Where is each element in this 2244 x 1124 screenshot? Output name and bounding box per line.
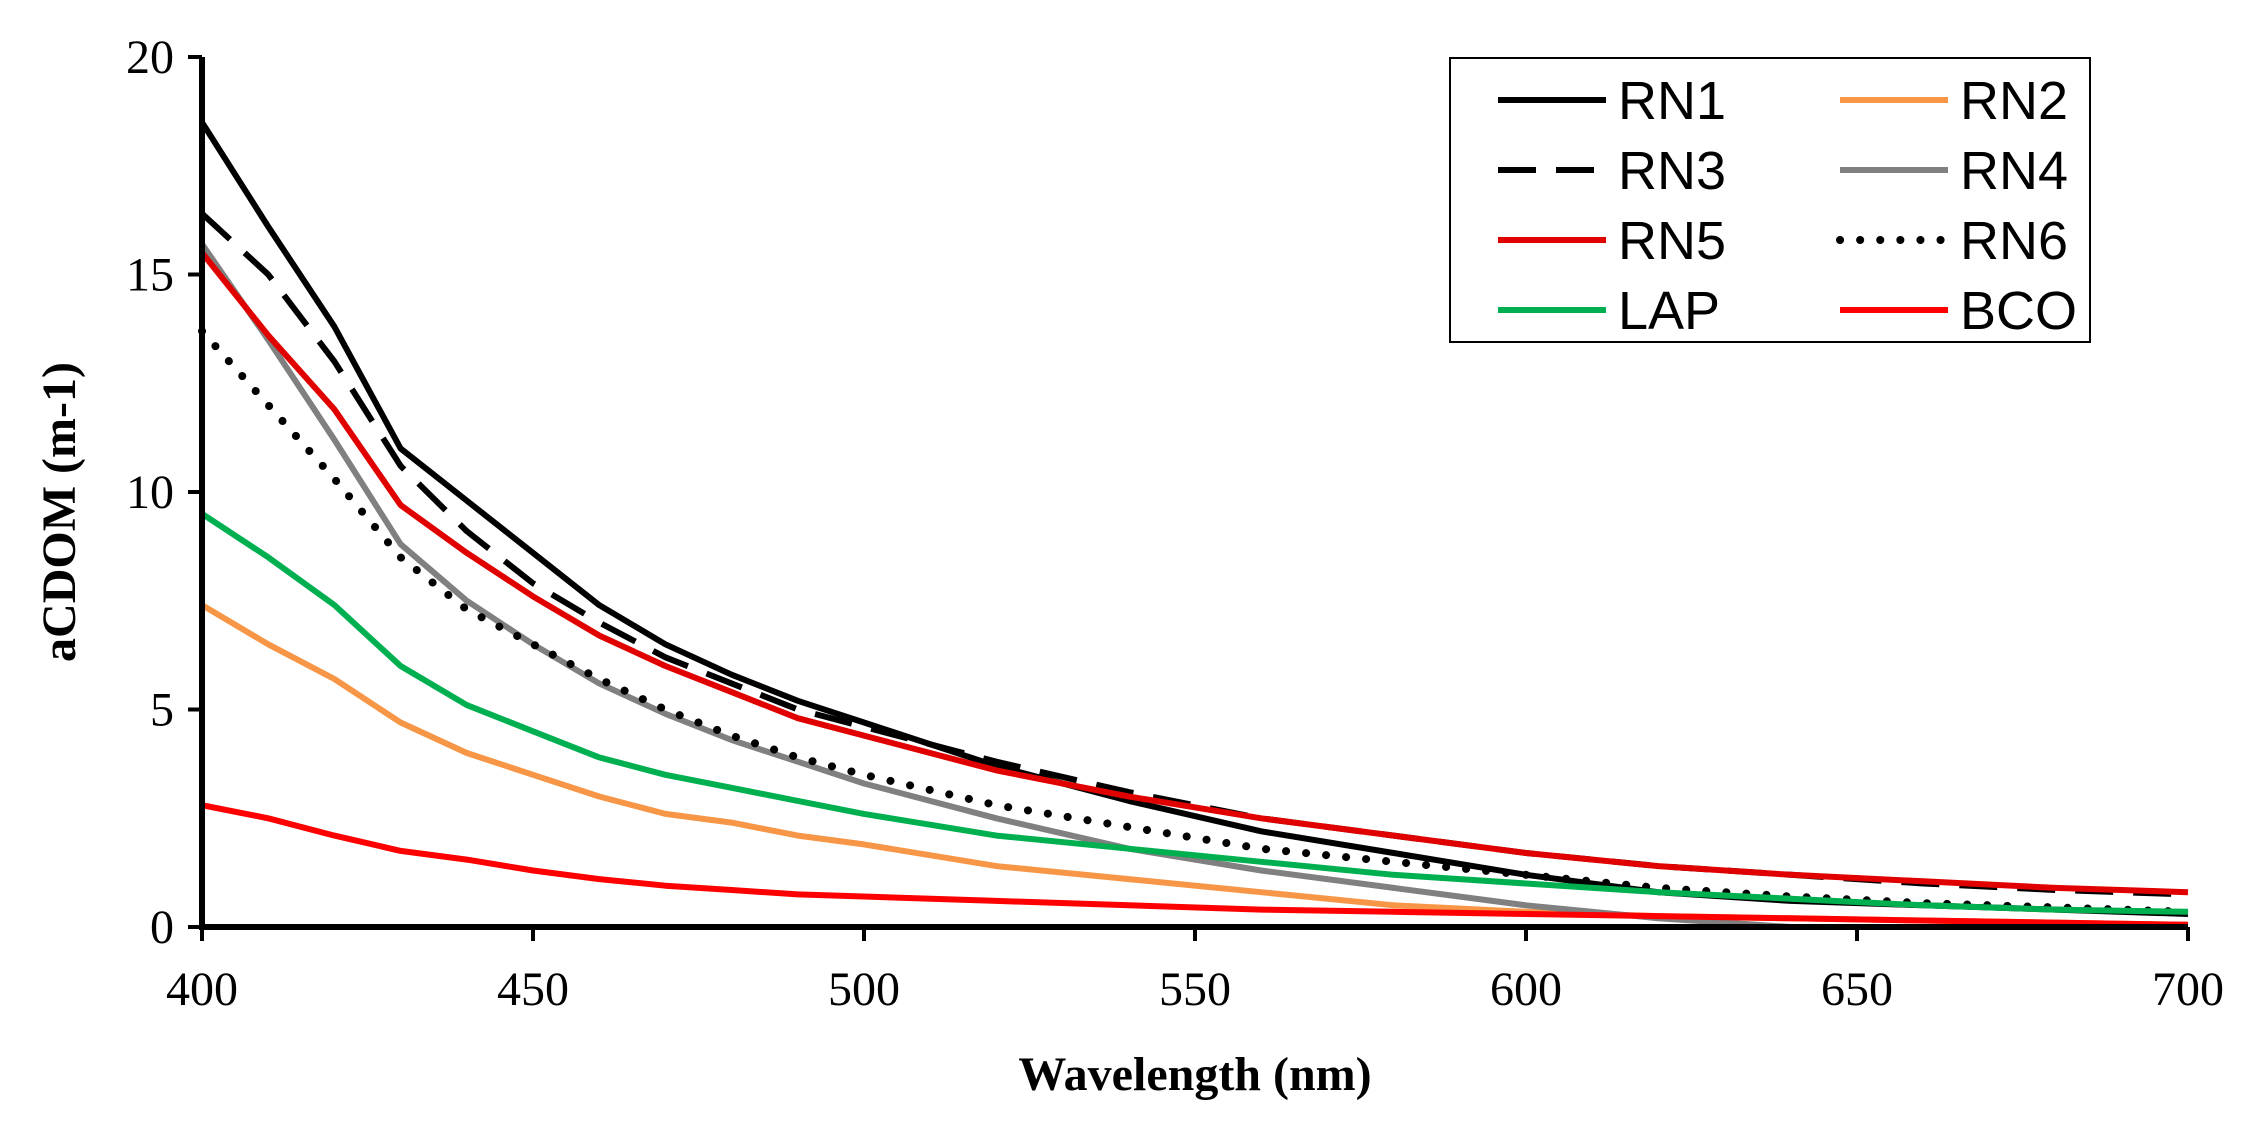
axes — [188, 55, 2190, 941]
y-tick-label: 5 — [150, 684, 174, 737]
series-line-lap — [200, 511, 2189, 915]
x-tick-label: 550 — [1159, 963, 1231, 1016]
legend-label-rn2: RN2 — [1960, 71, 2068, 131]
series-layer — [198, 120, 2192, 930]
legend: RN1 RN2 RN3 RN4 RN5 RN6 LAP BCO — [1449, 57, 2091, 343]
y-tick-label: 0 — [150, 901, 174, 954]
series-line-bco — [201, 802, 2189, 928]
x-axis-title: Wavelength (nm) — [1018, 1048, 1371, 1101]
series-line-rn4 — [199, 242, 2188, 930]
y-tick-label: 15 — [126, 249, 174, 302]
x-tick-label: 450 — [497, 963, 569, 1016]
legend-label-bco: BCO — [1960, 281, 2077, 341]
legend-label-rn5: RN5 — [1618, 211, 1726, 271]
x-tick-label: 600 — [1490, 963, 1562, 1016]
legend-label-rn1: RN1 — [1618, 71, 1726, 131]
y-axis-title: aCDOM (m-1) — [33, 362, 86, 662]
x-tick-label: 400 — [166, 963, 238, 1016]
x-tick-label: 700 — [2152, 963, 2224, 1016]
legend-box — [1449, 57, 2091, 343]
legend-label-rn6: RN6 — [1960, 211, 2068, 271]
x-tick-label: 650 — [1821, 963, 1893, 1016]
legend-label-rn3: RN3 — [1618, 141, 1726, 201]
legend-label-lap: LAP — [1618, 281, 1720, 341]
series-line-rn5 — [199, 250, 2189, 896]
x-tick-label: 500 — [828, 963, 900, 1016]
legend-label-rn4: RN4 — [1960, 141, 2068, 201]
y-tick-label: 20 — [126, 31, 174, 84]
tick-labels: 0 5 10 15 20 400 450 500 550 600 650 700 — [126, 31, 2224, 1016]
y-tick-label: 10 — [126, 466, 174, 519]
